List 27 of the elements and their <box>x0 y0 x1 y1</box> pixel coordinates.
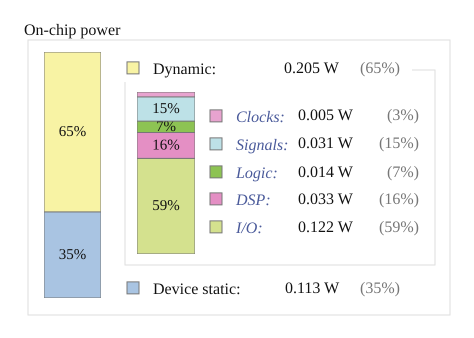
text: (15%) <box>379 135 419 152</box>
legend-label: Dynamic: <box>153 61 216 78</box>
text: 0.033 W <box>298 191 354 208</box>
legend-label: I/O: <box>235 220 263 238</box>
legend-label: Clocks: <box>236 109 285 126</box>
data-label: 16% <box>152 137 180 154</box>
legend-label: Signals: <box>236 137 288 154</box>
data-label: 65% <box>58 124 86 140</box>
text: 0.005 W <box>298 107 354 124</box>
chart-title: On-chip power <box>24 22 122 39</box>
text: (65%) <box>360 60 400 77</box>
data-label: 35% <box>58 246 86 263</box>
text: 0.113 W <box>285 280 340 297</box>
data-label: 59% <box>152 198 180 214</box>
text: (35%) <box>360 280 400 297</box>
text: (3%) <box>387 107 419 124</box>
legend-label: Device static: <box>153 281 241 298</box>
text: (16%) <box>379 191 419 208</box>
text: 0.031 W <box>298 135 354 152</box>
data-label: 15% <box>152 101 180 118</box>
text: (59%) <box>379 219 419 236</box>
text: 0.014 W <box>298 164 354 181</box>
text: (7%) <box>387 164 419 181</box>
text: 0.205 W <box>284 60 340 77</box>
legend-label: DSP: <box>235 192 271 210</box>
text: 0.122 W <box>298 219 354 236</box>
legend-label: Logic: <box>235 165 278 182</box>
